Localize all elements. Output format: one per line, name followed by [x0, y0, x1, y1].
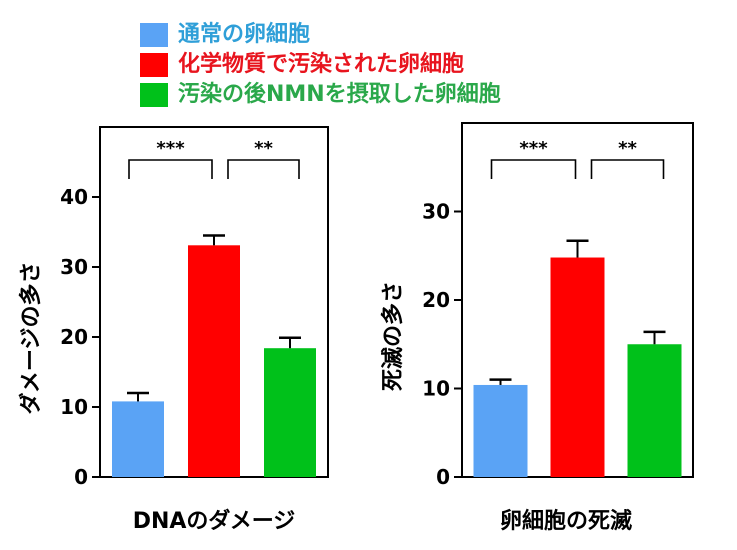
legend-label-nmn: 汚染の後NMNを摂取した卵細胞 [178, 82, 501, 107]
significance-label: *** [156, 138, 185, 159]
y-tick-label: 30 [422, 200, 450, 224]
y-tick-label: 30 [60, 255, 88, 279]
bar-2 [550, 257, 605, 477]
legend-swatch-normal [140, 23, 168, 47]
legend-label-contaminated: 化学物質で汚染された卵細胞 [178, 52, 465, 77]
significance-bracket [490, 159, 577, 179]
legend-label-normal: 通常の卵細胞 [178, 22, 311, 47]
bar-1 [112, 401, 164, 477]
x-axis-title: DNAのダメージ [133, 508, 296, 534]
y-tick-label: 10 [422, 377, 450, 401]
legend-item-contaminated: 化学物質で汚染された卵細胞 [140, 50, 501, 80]
legend-swatch-contaminated [140, 53, 168, 77]
y-tick-label: 10 [60, 395, 88, 419]
bar-1 [473, 384, 528, 477]
legend-item-nmn: 汚染の後NMNを摂取した卵細胞 [140, 80, 501, 110]
significance-label: ** [254, 138, 273, 159]
legend-item-normal: 通常の卵細胞 [140, 20, 501, 50]
legend-swatch-nmn [140, 83, 168, 107]
y-tick-label: 20 [422, 288, 450, 312]
y-axis-title: ダメージの多さ [18, 262, 44, 415]
significance-bracket [227, 159, 300, 179]
y-tick-label: 0 [436, 465, 450, 489]
y-tick-label: 40 [60, 185, 88, 209]
y-tick-label: 0 [74, 465, 88, 489]
chart-legend: 通常の卵細胞 化学物質で汚染された卵細胞 汚染の後NMNを摂取した卵細胞 [140, 20, 501, 110]
y-tick-label: 20 [60, 325, 88, 349]
significance-label: ** [618, 138, 637, 159]
bar-2 [188, 245, 240, 477]
x-axis-title: 卵細胞の死滅 [500, 508, 632, 534]
bar-3 [627, 344, 682, 477]
bar-3 [264, 348, 316, 477]
significance-bracket [590, 159, 665, 179]
significance-bracket [128, 159, 213, 179]
significance-label: *** [519, 138, 548, 159]
y-axis-title: 死滅の多さ [380, 281, 406, 391]
